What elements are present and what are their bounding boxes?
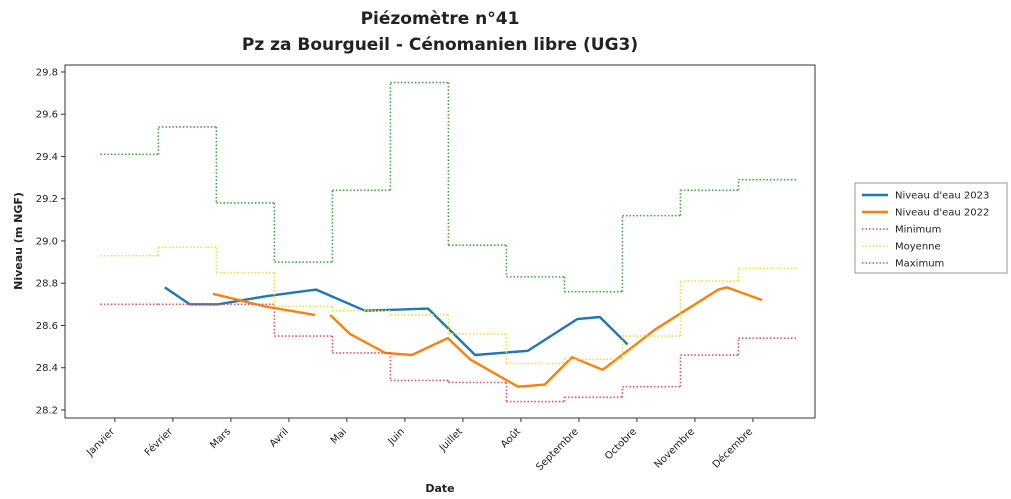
x-tick-label: Février bbox=[142, 425, 175, 458]
x-tick-label: Juillet bbox=[437, 426, 465, 454]
legend-label: Maximum bbox=[895, 259, 944, 270]
x-tick-label: Octobre bbox=[603, 426, 639, 462]
y-tick-label: 28.2 bbox=[36, 405, 58, 416]
y-tick-label: 29.4 bbox=[36, 152, 58, 163]
x-tick-label: Mai bbox=[329, 426, 349, 446]
legend-box bbox=[854, 182, 1008, 274]
chart-subtitle: Pz za Bourgueil - Cénomanien libre (UG3) bbox=[242, 35, 638, 55]
x-tick-label: Janvier bbox=[84, 426, 117, 459]
data-line bbox=[164, 286, 629, 357]
y-tick-label: 28.6 bbox=[36, 321, 58, 332]
legend-label: Minimum bbox=[895, 225, 941, 236]
x-tick-label: Mars bbox=[208, 426, 233, 451]
y-tick-label: 28.4 bbox=[36, 363, 58, 374]
y-tick-label: 29.8 bbox=[36, 67, 58, 78]
chart-title: Piézomètre n°41 bbox=[361, 9, 520, 29]
x-tick-label: Août bbox=[498, 426, 523, 451]
x-tick-label: Novembre bbox=[653, 426, 697, 470]
legend-label: Moyenne bbox=[895, 242, 941, 253]
y-axis-label: Niveau (m NGF) bbox=[12, 192, 25, 290]
x-tick-label: Juin bbox=[386, 426, 408, 448]
x-axis-label: Date bbox=[425, 482, 454, 495]
y-tick-label: 29.6 bbox=[36, 110, 58, 121]
x-tick-label: Septembre bbox=[534, 426, 581, 473]
legend-label: Niveau d'eau 2022 bbox=[895, 208, 989, 219]
x-tick-label: Décembre bbox=[710, 426, 755, 471]
y-tick-label: 29.2 bbox=[36, 194, 58, 205]
x-tick-label: Avril bbox=[268, 426, 291, 449]
y-tick-label: 29.0 bbox=[36, 236, 58, 247]
legend-label: Niveau d'eau 2023 bbox=[895, 191, 989, 202]
plot-frame bbox=[64, 64, 816, 419]
y-tick-label: 28.8 bbox=[36, 279, 58, 290]
